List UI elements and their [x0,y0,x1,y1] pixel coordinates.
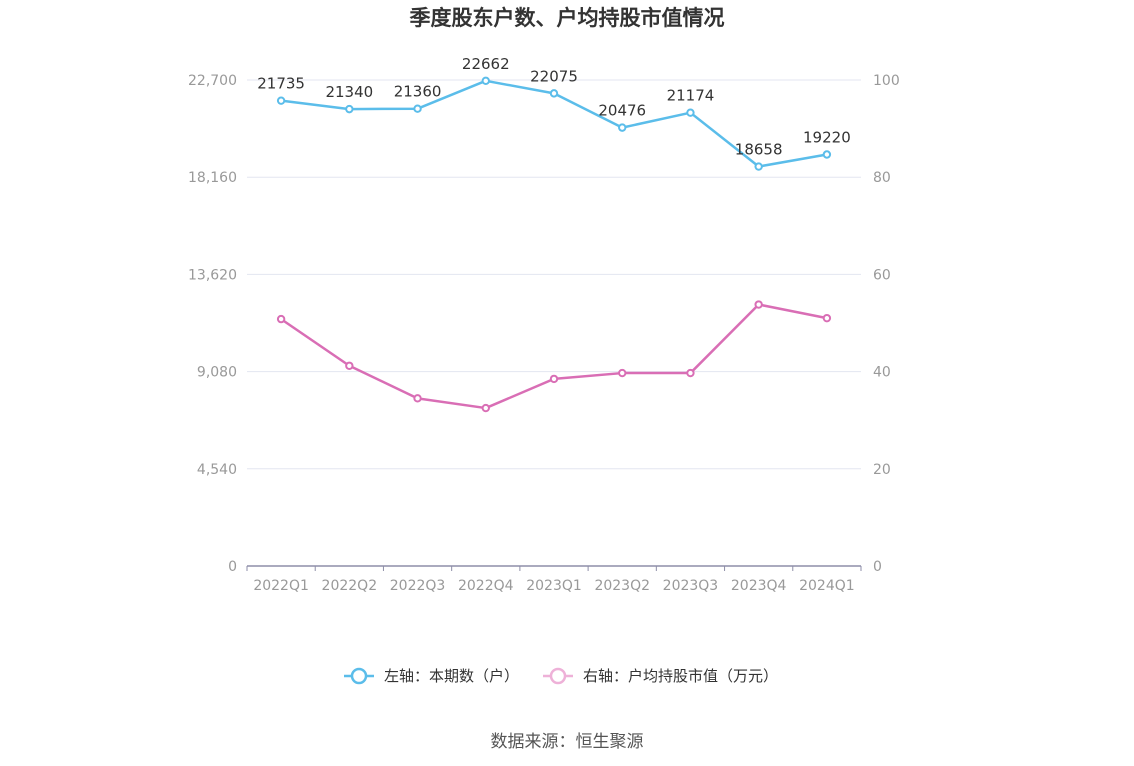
chart-title: 季度股东户数、户均持股市值情况 [410,6,725,30]
series-2-point [754,300,763,309]
legend-item-right-series[interactable]: 右轴：户均持股市值（万元） [543,667,778,685]
series-2-point [345,361,354,370]
data-label: 21174 [667,87,715,105]
series-2-point [686,368,695,378]
data-label: 18658 [735,141,783,159]
series-1-point [481,76,490,86]
left-axis-tick-label: 18,160 [188,170,237,186]
data-label: 20476 [598,102,646,120]
x-axis-tick-label: 2023Q1 [526,578,582,594]
series-1-point [345,104,354,114]
data-label: 22075 [530,67,578,85]
series-2-point [276,314,286,324]
legend: 左轴：本期数（户） 右轴：户均持股市值（万元） [344,667,778,685]
right-axis-ticks: 0 20 40 60 80 100 [873,73,900,575]
legend-right-circle-icon [549,667,567,685]
left-axis-tick-label: 9,080 [197,365,237,381]
legend-left-circle-icon [350,667,368,685]
series-2-point [481,403,490,413]
right-axis-tick-label: 0 [873,559,882,575]
right-axis-tick-label: 60 [873,267,891,283]
x-axis-tick-label: 2023Q2 [594,578,650,594]
x-axis-tick-label: 2023Q4 [731,578,787,594]
left-axis-tick-label: 4,540 [197,462,237,478]
x-axis-tick-label: 2022Q3 [390,578,446,594]
legend-left-label: 左轴：本期数（户） [384,667,519,685]
right-axis-tick-label: 80 [873,170,891,186]
series-1-point [686,108,695,117]
x-axis-tick-label: 2022Q1 [253,578,309,594]
legend-right-label: 右轴：户均持股市值（万元） [583,667,778,685]
x-axis-tick-label: 2024Q1 [799,578,855,594]
series-line-2 [280,303,828,410]
series-1-point [413,104,422,113]
left-axis-ticks: 0 4,540 9,080 13,620 18,160 22,700 [188,73,237,575]
series-1-point [822,150,832,159]
x-axis: 2022Q1 2022Q2 2022Q3 2022Q4 2023Q1 2023Q2 2023… [246,565,862,594]
series-2-point [618,368,627,378]
series-1-point [276,96,286,105]
series-layer [276,76,832,413]
x-axis-tick-label: 2022Q4 [458,578,514,594]
data-label: 21735 [257,75,305,93]
left-axis-tick-label: 22,700 [188,73,237,89]
series-2-point [413,394,422,403]
series-1-point [549,89,559,98]
right-axis-tick-label: 100 [873,73,900,89]
right-axis-tick-label: 20 [873,462,891,478]
data-label: 21360 [394,83,442,101]
x-axis-tick-label: 2022Q2 [322,578,378,594]
series-1-point [754,162,763,171]
legend-item-left-series[interactable]: 左轴：本期数（户） [344,667,519,685]
data-label: 21340 [325,83,373,101]
series-2-point [822,313,832,323]
data-source: 数据来源：恒生聚源 [491,732,644,752]
data-labels: 21735 21340 21360 22662 22075 20476 21174 18658… [257,55,850,159]
series-2-point [549,374,559,384]
grid-lines [247,79,861,470]
data-label: 19220 [803,129,851,147]
x-axis-tick-label: 2023Q3 [663,578,719,594]
left-axis-tick-label: 13,620 [188,267,237,283]
right-axis-tick-label: 40 [873,365,891,381]
series-1-point [618,123,627,132]
left-axis-tick-label: 0 [228,559,237,575]
data-label: 22662 [462,55,510,73]
